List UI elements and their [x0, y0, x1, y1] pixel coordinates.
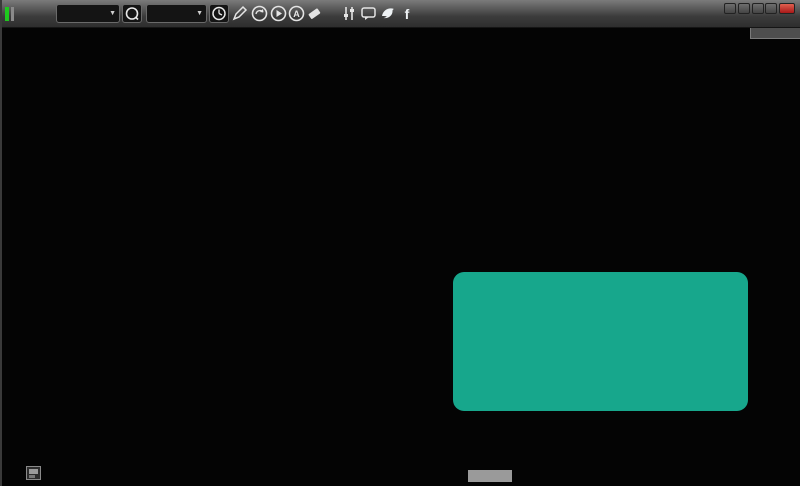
chevron-down-icon: ▼: [109, 10, 116, 17]
close-button[interactable]: [779, 3, 795, 14]
chat-button[interactable]: [359, 5, 377, 23]
chevron-down-icon: ▼: [196, 10, 203, 17]
facebook-icon: f: [404, 6, 409, 22]
symbol-lookup-icon: [125, 7, 139, 21]
letter-a-icon: A: [288, 5, 304, 22]
facebook-button[interactable]: f: [398, 5, 416, 23]
restore-button[interactable]: [738, 3, 750, 14]
play-icon: [270, 5, 286, 22]
auto-analysis-button[interactable]: A: [287, 5, 305, 23]
minimize-button[interactable]: [752, 3, 764, 14]
eraser-button[interactable]: [305, 5, 323, 23]
twitter-button[interactable]: [379, 5, 397, 23]
help-button[interactable]: [724, 3, 736, 14]
clock-icon: [212, 6, 226, 21]
twitter-icon: [381, 8, 394, 19]
toolbar: ▼ ▼: [2, 0, 800, 28]
pencil-icon: [232, 5, 248, 21]
svg-text:A: A: [293, 9, 300, 19]
eraser-icon: [308, 8, 320, 19]
studies-sliders-button[interactable]: [340, 5, 358, 23]
page-layout-icon[interactable]: [26, 466, 41, 480]
svg-text:f: f: [404, 6, 409, 22]
symbol-select[interactable]: ▼: [56, 4, 120, 23]
sliders-icon: [343, 7, 354, 20]
crosshair-date-tag: [468, 470, 512, 482]
refresh-icon: [251, 5, 267, 22]
refresh-button[interactable]: [250, 5, 268, 23]
symbol-lookup-button[interactable]: [122, 4, 142, 23]
chat-bubble-icon: [360, 7, 376, 20]
draw-pencil-button[interactable]: [231, 5, 249, 23]
window-grip[interactable]: [5, 7, 14, 26]
interval-clock-button[interactable]: [209, 4, 229, 23]
annotation-callout[interactable]: [453, 272, 748, 411]
maximize-button[interactable]: [765, 3, 777, 14]
play-button[interactable]: [269, 5, 287, 23]
interval-select[interactable]: ▼: [146, 4, 207, 23]
